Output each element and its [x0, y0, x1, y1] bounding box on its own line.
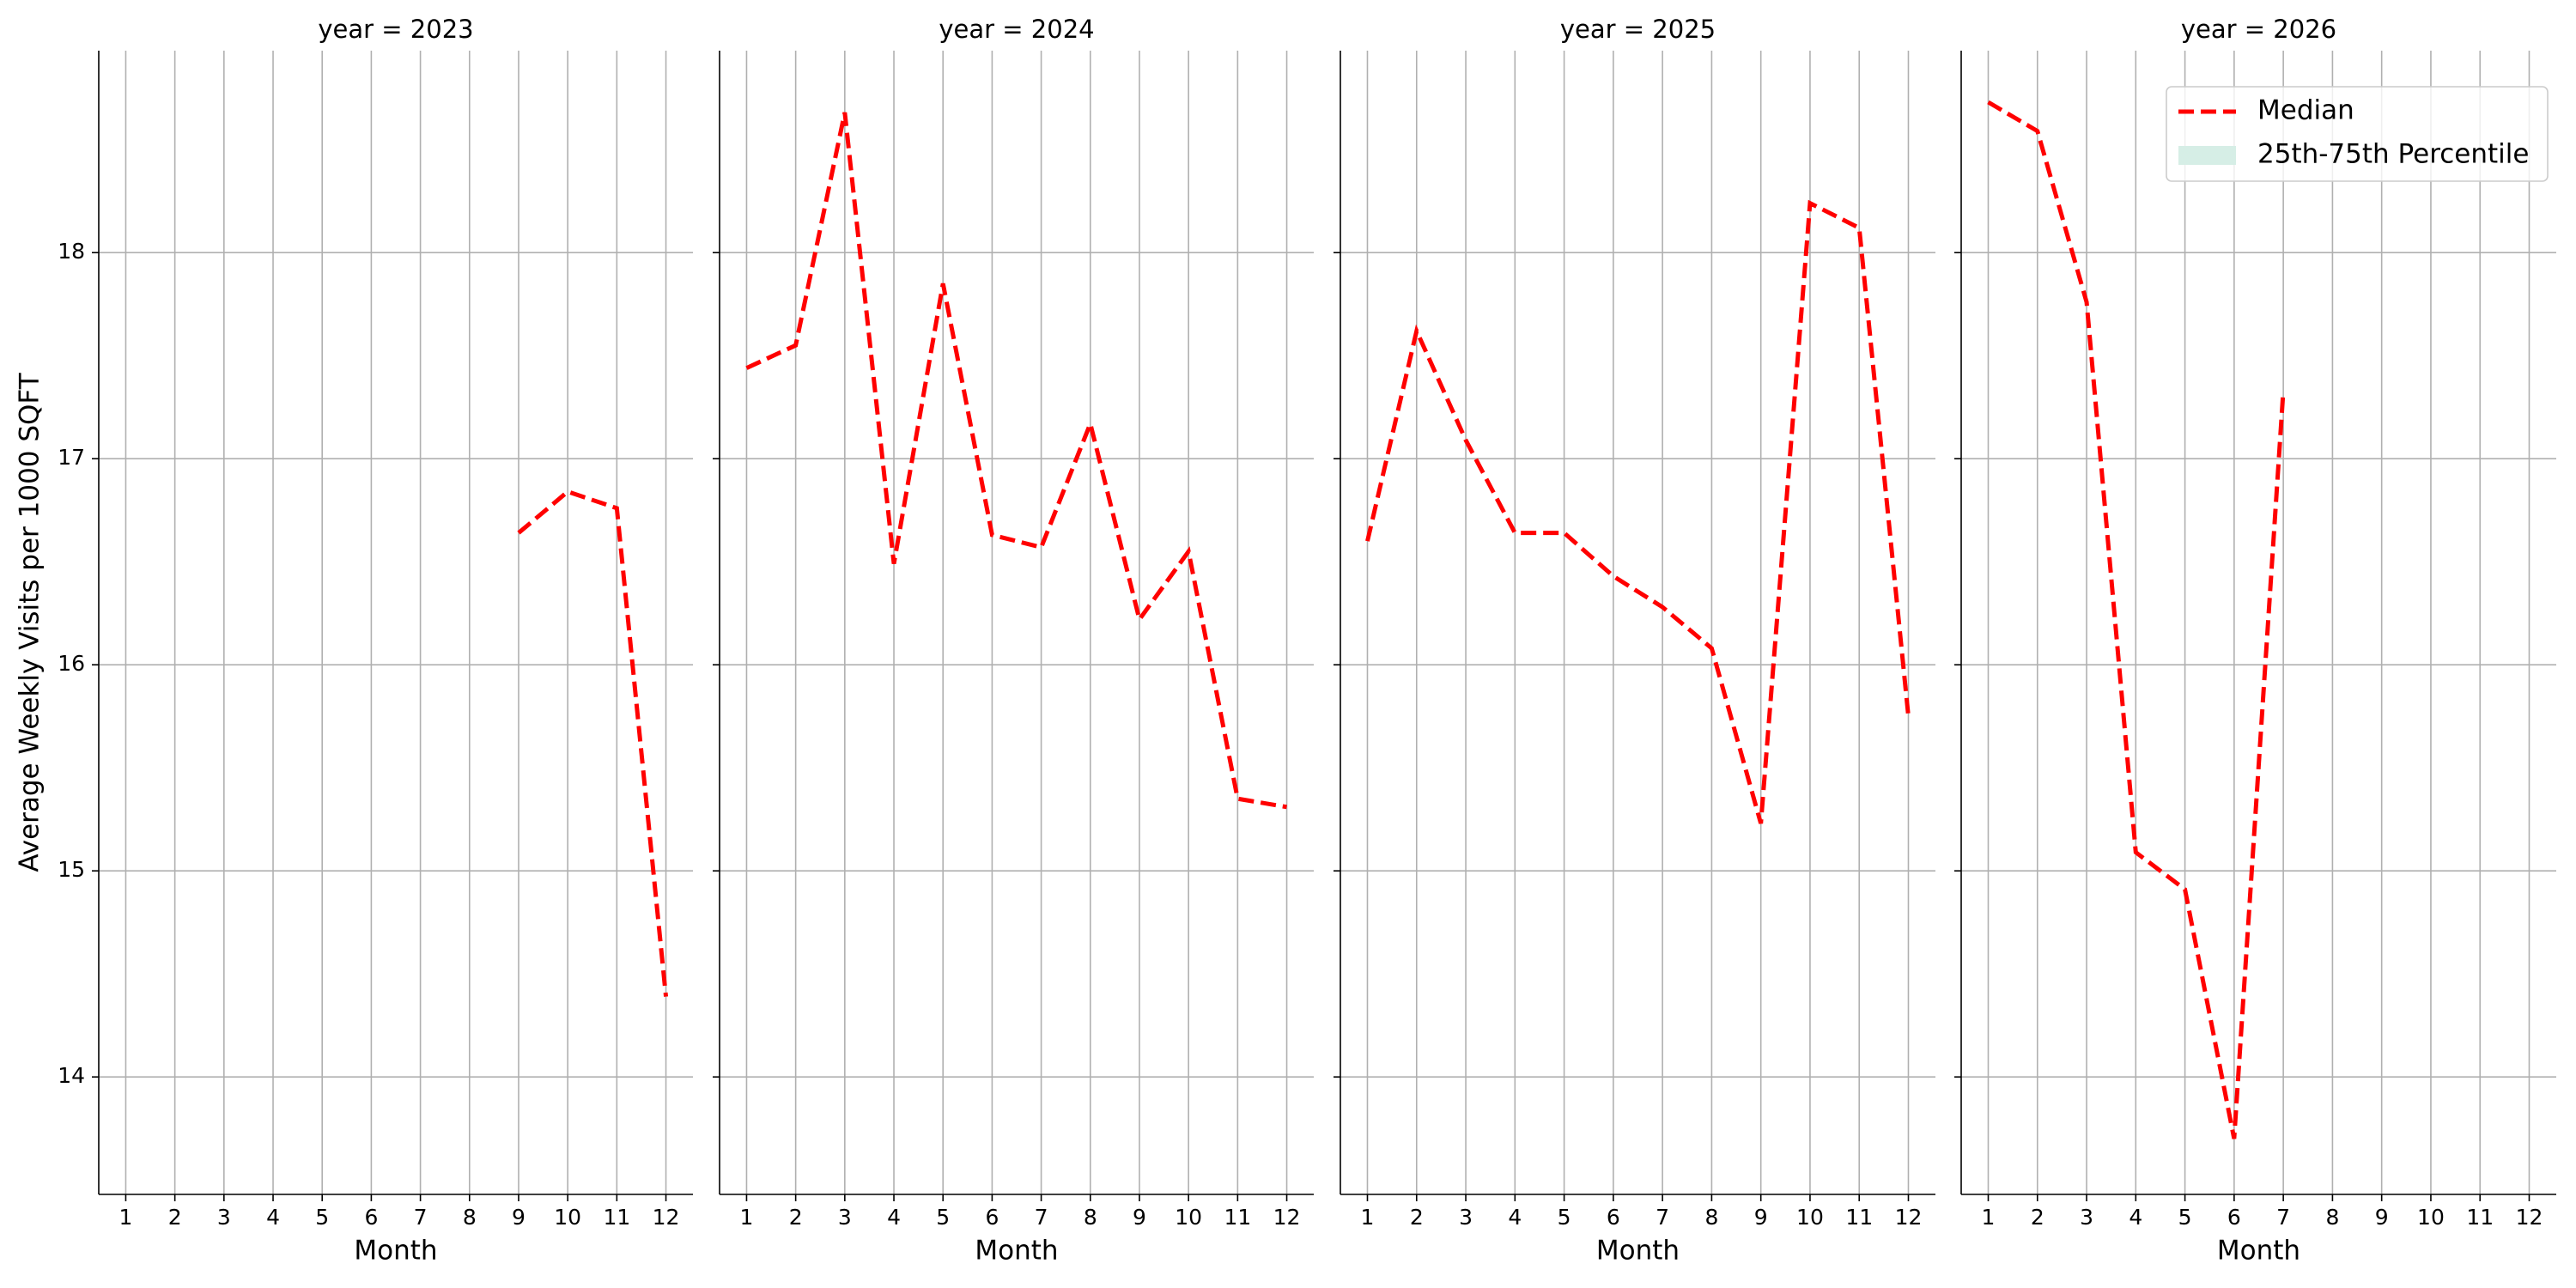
- x-tick-label: 1: [740, 1205, 754, 1230]
- x-tick-label: 2: [168, 1205, 182, 1230]
- x-tick-label: 11: [2466, 1205, 2494, 1230]
- x-tick-label: 12: [653, 1205, 680, 1230]
- x-tick-label: 2: [2031, 1205, 2044, 1230]
- x-tick-label: 7: [2276, 1205, 2290, 1230]
- x-axis-label: Month: [2217, 1236, 2300, 1267]
- x-tick-label: 11: [1224, 1205, 1251, 1230]
- x-tick-label: 3: [2080, 1205, 2093, 1230]
- x-tick-label: 12: [1273, 1205, 1301, 1230]
- x-tick-label: 5: [936, 1205, 950, 1230]
- panel-title: year = 2025: [1560, 15, 1716, 44]
- x-tick-label: 4: [266, 1205, 280, 1230]
- x-tick-label: 5: [1558, 1205, 1571, 1230]
- legend-box: [2166, 86, 2549, 182]
- x-tick-label: 9: [1754, 1205, 1768, 1230]
- x-tick-label: 4: [2129, 1205, 2142, 1230]
- x-tick-label: 6: [2227, 1205, 2241, 1230]
- x-tick-label: 8: [463, 1205, 477, 1230]
- median-line: [1365, 199, 1911, 824]
- y-tick-label: 14: [58, 1063, 85, 1088]
- x-tick-label: 7: [414, 1205, 428, 1230]
- x-tick-label: 9: [1133, 1205, 1146, 1230]
- x-tick-label: 1: [1982, 1205, 1996, 1230]
- y-axis-label: Average Weekly Visits per 1000 SQFT: [15, 372, 46, 872]
- x-tick-label: 5: [315, 1205, 329, 1230]
- y-tick-label: 18: [58, 239, 85, 264]
- legend-label: Median: [2257, 95, 2354, 126]
- x-tick-label: 3: [1459, 1205, 1473, 1230]
- median-line: [517, 489, 669, 997]
- x-tick-label: 11: [603, 1205, 630, 1230]
- x-axis-label: Month: [1596, 1236, 1680, 1267]
- x-tick-label: 6: [364, 1205, 378, 1230]
- y-tick-label: 16: [58, 651, 85, 676]
- x-tick-label: 10: [1175, 1205, 1202, 1230]
- median-line: [1987, 100, 2286, 1139]
- x-tick-label: 5: [2178, 1205, 2192, 1230]
- x-tick-label: 7: [1035, 1205, 1048, 1230]
- x-tick-label: 12: [2516, 1205, 2543, 1230]
- x-tick-label: 9: [2375, 1205, 2389, 1230]
- x-tick-label: 10: [2417, 1205, 2445, 1230]
- x-axis-label: Month: [975, 1236, 1058, 1267]
- x-tick-label: 8: [1704, 1205, 1718, 1230]
- legend-label: 25th-75th Percentile: [2257, 139, 2529, 170]
- y-tick-label: 17: [58, 445, 85, 470]
- x-tick-label: 12: [1895, 1205, 1923, 1230]
- panel-title: year = 2024: [939, 15, 1094, 44]
- x-tick-label: 4: [1508, 1205, 1522, 1230]
- x-axis-label: Month: [354, 1236, 437, 1267]
- x-tick-label: 11: [1845, 1205, 1873, 1230]
- median-line: [745, 112, 1287, 810]
- x-tick-label: 2: [1410, 1205, 1424, 1230]
- x-tick-label: 10: [1796, 1205, 1824, 1230]
- x-tick-label: 6: [985, 1205, 999, 1230]
- x-tick-label: 1: [119, 1205, 133, 1230]
- x-tick-label: 7: [1656, 1205, 1669, 1230]
- panel-title: year = 2023: [318, 15, 473, 44]
- x-tick-label: 3: [838, 1205, 852, 1230]
- x-tick-label: 4: [887, 1205, 901, 1230]
- x-tick-label: 3: [217, 1205, 231, 1230]
- x-tick-label: 9: [512, 1205, 526, 1230]
- x-tick-label: 2: [789, 1205, 803, 1230]
- x-tick-label: 8: [1084, 1205, 1097, 1230]
- y-tick-label: 15: [58, 857, 85, 882]
- x-tick-label: 1: [1361, 1205, 1375, 1230]
- x-tick-label: 6: [1607, 1205, 1620, 1230]
- legend-swatch: [2178, 146, 2236, 165]
- x-tick-label: 8: [2325, 1205, 2339, 1230]
- panel-title: year = 2026: [2181, 15, 2336, 44]
- x-tick-label: 10: [554, 1205, 581, 1230]
